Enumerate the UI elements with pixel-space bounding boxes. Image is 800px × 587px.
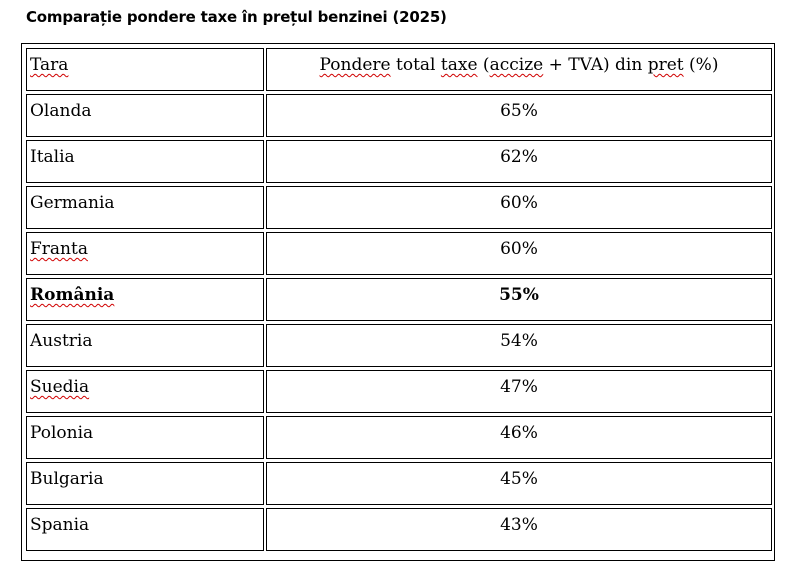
table-row: Germania 60%: [26, 186, 772, 229]
share-cell: 47%: [266, 370, 772, 413]
country-cell: Franta: [26, 232, 264, 275]
table-header-row: Tara Pondere total taxe (accize + TVA) d…: [26, 48, 772, 91]
share-cell: 60%: [266, 186, 772, 229]
country-cell: Olanda: [26, 94, 264, 137]
table-row: Suedia 47%: [26, 370, 772, 413]
country-cell: Spania: [26, 508, 264, 551]
page-title: Comparație pondere taxe în prețul benzin…: [26, 8, 447, 26]
share-cell: 65%: [266, 94, 772, 137]
header-tax-share: Pondere total taxe (accize + TVA) din pr…: [266, 48, 772, 91]
share-cell: 43%: [266, 508, 772, 551]
country-cell: Germania: [26, 186, 264, 229]
table-row: Polonia 46%: [26, 416, 772, 459]
table-row: Franta 60%: [26, 232, 772, 275]
share-cell: 62%: [266, 140, 772, 183]
header-country: Tara: [26, 48, 264, 91]
country-cell: Italia: [26, 140, 264, 183]
share-cell: 55%: [266, 278, 772, 321]
table-row: Austria 54%: [26, 324, 772, 367]
share-cell: 54%: [266, 324, 772, 367]
country-cell: România: [26, 278, 264, 321]
country-cell: Austria: [26, 324, 264, 367]
share-cell: 45%: [266, 462, 772, 505]
share-cell: 60%: [266, 232, 772, 275]
table-row: Bulgaria 45%: [26, 462, 772, 505]
table-row: Spania 43%: [26, 508, 772, 551]
tax-share-table: Tara Pondere total taxe (accize + TVA) d…: [21, 43, 775, 561]
country-cell: Suedia: [26, 370, 264, 413]
header-country-label: Tara: [30, 55, 69, 75]
table-row: Italia 62%: [26, 140, 772, 183]
country-cell: Bulgaria: [26, 462, 264, 505]
table-row-highlighted: România 55%: [26, 278, 772, 321]
share-cell: 46%: [266, 416, 772, 459]
country-cell: Polonia: [26, 416, 264, 459]
table-row: Olanda 65%: [26, 94, 772, 137]
